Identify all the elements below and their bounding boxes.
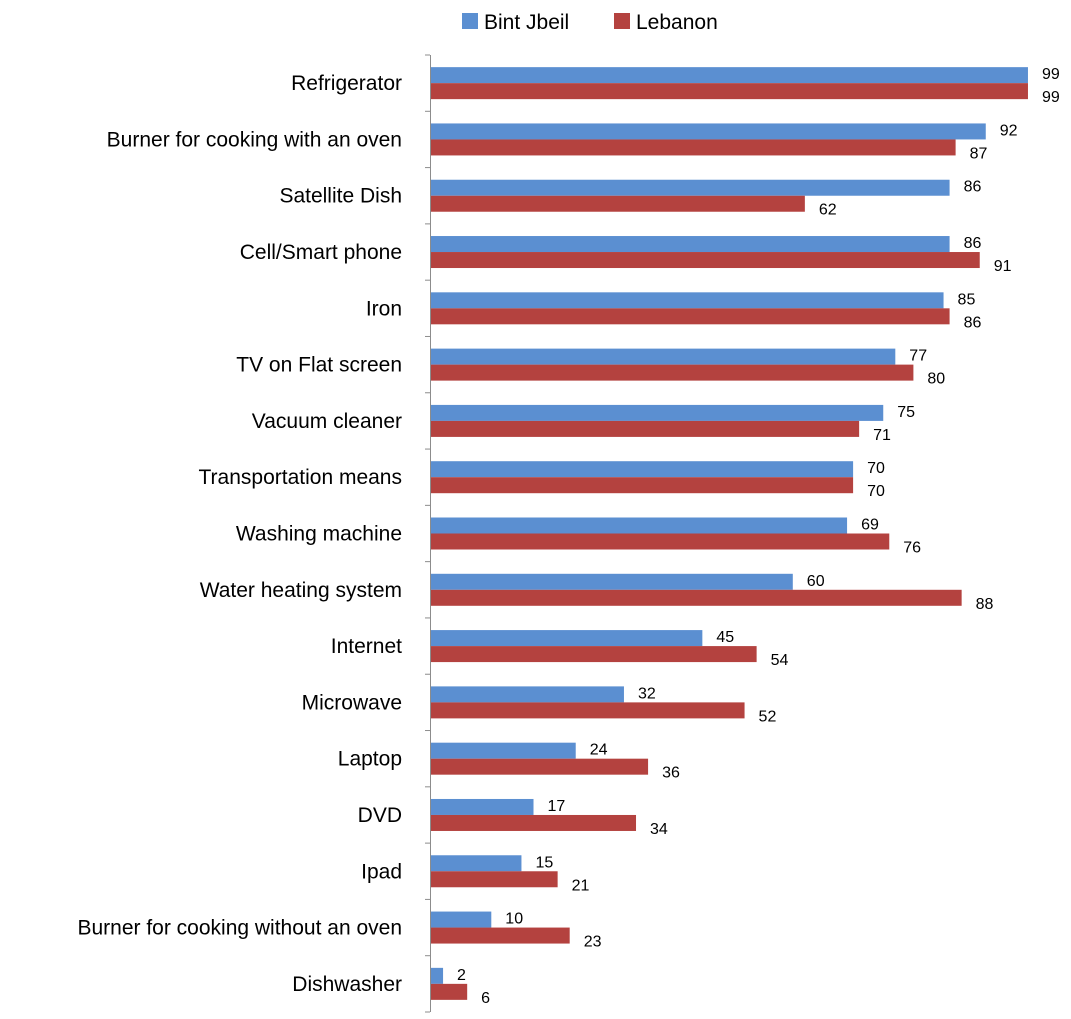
category-label-dvd: DVD — [358, 804, 402, 827]
category-label-ipad: Ipad — [361, 860, 402, 883]
bar-lebanon-refrigerator — [431, 83, 1028, 100]
value-label-bint-jbeil-iron: 85 — [958, 291, 976, 308]
bar-bint-jbeil-dvd — [431, 798, 534, 815]
value-label-lebanon-laptop: 36 — [662, 765, 680, 782]
bar-bint-jbeil-burner-for-cooking-with-an-oven — [431, 123, 986, 140]
bar-lebanon-laptop — [431, 758, 649, 775]
value-label-lebanon-dvd: 34 — [650, 821, 668, 838]
bar-lebanon-burner-for-cooking-without-an-oven — [431, 927, 570, 944]
value-label-lebanon-washing-machine: 76 — [903, 540, 921, 557]
category-label-iron: Iron — [366, 297, 402, 320]
bar-lebanon-transportation-means — [431, 477, 854, 494]
value-label-lebanon-iron: 86 — [964, 314, 982, 331]
value-label-bint-jbeil-transportation-means: 70 — [867, 460, 885, 477]
value-label-lebanon-tv-on-flat-screen: 80 — [927, 371, 945, 388]
value-label-bint-jbeil-water-heating-system: 60 — [807, 573, 825, 590]
value-label-bint-jbeil-dvd: 17 — [548, 798, 566, 815]
bar-bint-jbeil-satellite-dish — [431, 179, 950, 196]
value-label-lebanon-satellite-dish: 62 — [819, 202, 837, 219]
category-axis: Refrigerator Burner for cooking with an o… — [77, 54, 431, 1013]
value-label-bint-jbeil-satellite-dish: 86 — [964, 179, 982, 196]
category-label-cell-smart-phone: Cell/Smart phone — [240, 241, 402, 264]
value-label-lebanon-transportation-means: 70 — [867, 483, 885, 500]
bar-bint-jbeil-iron — [431, 292, 944, 309]
bar-bint-jbeil-refrigerator — [431, 67, 1028, 84]
value-label-lebanon-burner-for-cooking-without-an-oven: 23 — [584, 934, 602, 951]
value-label-bint-jbeil-burner-for-cooking-without-an-oven: 10 — [505, 911, 523, 928]
bar-lebanon-ipad — [431, 871, 558, 888]
bar-lebanon-vacuum-cleaner — [431, 420, 860, 437]
category-label-refrigerator: Refrigerator — [291, 72, 402, 95]
value-label-bint-jbeil-vacuum-cleaner: 75 — [897, 404, 915, 421]
bar-lebanon-microwave — [431, 702, 745, 719]
category-label-transportation-means: Transportation means — [199, 466, 403, 489]
bar-bint-jbeil-microwave — [431, 686, 624, 703]
category-label-tv-on-flat-screen: TV on Flat screen — [236, 354, 402, 377]
legend-label-lebanon: Lebanon — [636, 11, 718, 34]
bar-lebanon-dishwasher — [431, 983, 468, 1000]
value-label-bint-jbeil-burner-for-cooking-with-an-oven: 92 — [1000, 122, 1018, 139]
value-label-lebanon-cell-smart-phone: 91 — [994, 258, 1012, 275]
bar-lebanon-washing-machine — [431, 533, 890, 550]
value-label-bint-jbeil-microwave: 32 — [638, 685, 656, 702]
bar-lebanon-iron — [431, 308, 950, 325]
value-label-bint-jbeil-dishwasher: 2 — [457, 967, 466, 984]
bar-lebanon-cell-smart-phone — [431, 252, 980, 269]
bar-lebanon-tv-on-flat-screen — [431, 364, 914, 381]
value-label-bint-jbeil-ipad: 15 — [535, 854, 553, 871]
value-label-lebanon-dishwasher: 6 — [481, 990, 490, 1007]
bar-bint-jbeil-cell-smart-phone — [431, 236, 950, 253]
bar-bint-jbeil-washing-machine — [431, 517, 848, 534]
bar-bint-jbeil-tv-on-flat-screen — [431, 348, 896, 365]
bar-bint-jbeil-water-heating-system — [431, 573, 793, 590]
bar-bint-jbeil-internet — [431, 630, 703, 647]
value-label-bint-jbeil-cell-smart-phone: 86 — [964, 235, 982, 252]
value-label-lebanon-vacuum-cleaner: 71 — [873, 427, 891, 444]
value-label-lebanon-burner-for-cooking-with-an-oven: 87 — [970, 145, 988, 162]
value-label-bint-jbeil-refrigerator: 99 — [1042, 66, 1060, 83]
value-label-lebanon-ipad: 21 — [572, 877, 590, 894]
bar-bint-jbeil-laptop — [431, 742, 576, 759]
bar-bint-jbeil-dishwasher — [431, 967, 444, 984]
bar-lebanon-burner-for-cooking-with-an-oven — [431, 139, 956, 156]
legend-swatch-lebanon — [614, 13, 630, 29]
category-label-microwave: Microwave — [302, 691, 402, 714]
bar-bint-jbeil-burner-for-cooking-without-an-oven — [431, 911, 492, 928]
category-label-dishwasher: Dishwasher — [292, 973, 402, 996]
legend: Bint Jbeil Lebanon — [462, 11, 718, 34]
legend-swatch-bint-jbeil — [462, 13, 478, 29]
legend-label-bint-jbeil: Bint Jbeil — [484, 11, 569, 34]
bars-group — [431, 67, 1028, 1000]
category-label-laptop: Laptop — [338, 748, 402, 771]
category-label-burner-for-cooking-without-an-oven: Burner for cooking without an oven — [77, 917, 402, 940]
value-label-lebanon-water-heating-system: 88 — [976, 596, 994, 613]
category-label-vacuum-cleaner: Vacuum cleaner — [252, 410, 402, 433]
category-label-internet: Internet — [331, 635, 402, 658]
category-label-washing-machine: Washing machine — [236, 523, 402, 546]
value-label-lebanon-microwave: 52 — [759, 708, 777, 725]
value-label-bint-jbeil-laptop: 24 — [590, 742, 608, 759]
bar-bint-jbeil-ipad — [431, 855, 522, 872]
category-label-satellite-dish: Satellite Dish — [279, 185, 402, 208]
value-label-lebanon-refrigerator: 99 — [1042, 89, 1060, 106]
value-label-lebanon-internet: 54 — [771, 652, 789, 669]
category-label-water-heating-system: Water heating system — [200, 579, 402, 602]
value-label-bint-jbeil-washing-machine: 69 — [861, 517, 879, 534]
value-label-bint-jbeil-tv-on-flat-screen: 77 — [909, 348, 927, 365]
bar-lebanon-internet — [431, 646, 757, 663]
bar-bint-jbeil-transportation-means — [431, 461, 854, 478]
bar-lebanon-satellite-dish — [431, 195, 805, 212]
bar-lebanon-water-heating-system — [431, 589, 962, 606]
bar-bint-jbeil-vacuum-cleaner — [431, 404, 884, 421]
value-label-bint-jbeil-internet: 45 — [716, 629, 734, 646]
category-label-burner-for-cooking-with-an-oven: Burner for cooking with an oven — [107, 128, 402, 151]
bar-lebanon-dvd — [431, 814, 637, 831]
